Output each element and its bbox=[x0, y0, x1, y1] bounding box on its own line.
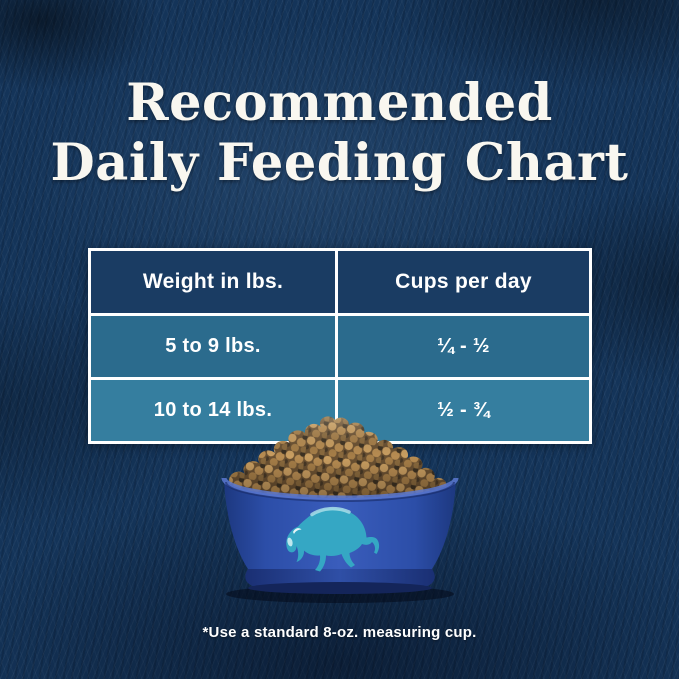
dog-bowl-graphic bbox=[216, 406, 464, 606]
title-line-2: Daily Feeding Chart bbox=[50, 132, 629, 193]
footnote: *Use a standard 8-oz. measuring cup. bbox=[202, 624, 477, 641]
table-header-cups: Cups per day bbox=[338, 251, 589, 313]
table-cell-cups-row2: ½ - ¾ bbox=[338, 380, 589, 441]
table-cell-weight-row2: 10 to 14 lbs. bbox=[91, 380, 335, 441]
table-cell-weight-row1: 5 to 9 lbs. bbox=[91, 316, 335, 377]
table-header-weight: Weight in lbs. bbox=[91, 251, 335, 313]
dog-bowl-icon bbox=[221, 416, 459, 603]
title-line-1: Recommended bbox=[126, 73, 553, 133]
feeding-table: Weight in lbs. Cups per day 5 to 9 lbs. … bbox=[88, 248, 592, 444]
table-cell-cups-row1: ¼ - ½ bbox=[338, 316, 589, 377]
bowl-body bbox=[221, 477, 459, 594]
page-title: Recommended Daily Feeding Chart bbox=[0, 73, 679, 193]
buffalo-icon bbox=[286, 506, 380, 572]
